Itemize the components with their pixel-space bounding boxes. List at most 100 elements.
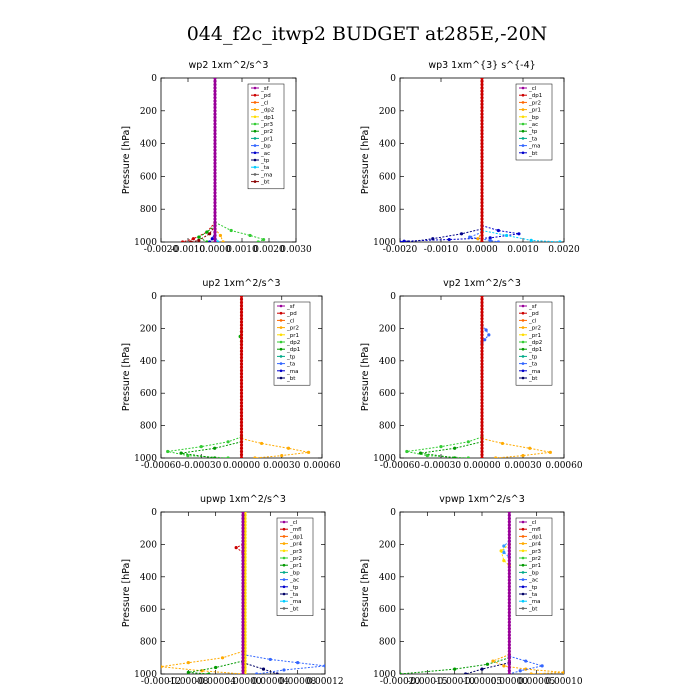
series-point bbox=[213, 237, 217, 241]
series-point bbox=[241, 542, 245, 547]
series-point bbox=[213, 191, 217, 195]
figure-title: 044_f2c_itwp2 BUDGET at285E,-20N bbox=[187, 23, 548, 45]
legend-label: _dp1 bbox=[528, 347, 542, 353]
series-point bbox=[548, 450, 552, 454]
series-point bbox=[213, 158, 217, 162]
series-point bbox=[213, 204, 217, 208]
series-point bbox=[507, 649, 511, 653]
legend-label: _bt bbox=[286, 376, 296, 382]
legend-marker bbox=[521, 122, 525, 126]
series-point bbox=[480, 667, 484, 671]
legend-label: _ta bbox=[528, 592, 537, 598]
legend-label: _dp1 bbox=[528, 93, 542, 99]
series-point bbox=[507, 578, 511, 582]
legend-marker bbox=[521, 362, 525, 365]
series-point bbox=[507, 646, 511, 650]
series-point bbox=[213, 145, 217, 149]
series-point bbox=[507, 546, 511, 550]
series-point bbox=[524, 659, 528, 663]
x-tick-label: 0.00000 bbox=[463, 461, 500, 471]
legend-marker bbox=[279, 355, 283, 358]
series-point bbox=[480, 105, 484, 110]
series-point bbox=[431, 237, 435, 241]
series-point bbox=[507, 562, 511, 566]
series-point bbox=[507, 516, 511, 521]
series-point bbox=[507, 512, 511, 514]
legend-marker bbox=[521, 311, 525, 315]
series-point bbox=[480, 436, 484, 441]
series-point bbox=[480, 453, 484, 457]
legend-label: _pr3 bbox=[289, 549, 303, 555]
series-point bbox=[480, 171, 484, 175]
legend-marker bbox=[279, 319, 283, 322]
legend-label: _cl bbox=[286, 318, 295, 324]
series-point bbox=[241, 669, 245, 673]
x-tick-label: -0.0010 bbox=[424, 245, 459, 255]
legend-label: _dp2 bbox=[286, 340, 300, 346]
legend-label: _bt bbox=[528, 151, 538, 157]
series-point bbox=[213, 184, 217, 188]
series-point bbox=[241, 630, 245, 634]
series-line bbox=[214, 221, 266, 242]
series-point bbox=[239, 417, 244, 421]
y-tick-label: 600 bbox=[140, 172, 157, 182]
series-point bbox=[453, 456, 457, 458]
series-point bbox=[480, 145, 484, 149]
x-tick-label: -0.0020 bbox=[144, 245, 179, 255]
y-tick-label: 200 bbox=[379, 324, 396, 334]
legend-marker bbox=[521, 137, 525, 140]
series-point bbox=[220, 656, 225, 660]
series-point bbox=[480, 102, 484, 106]
series-point bbox=[480, 362, 484, 366]
y-tick-label: 0 bbox=[151, 74, 157, 84]
legend-label: _sf bbox=[260, 86, 270, 92]
series-point bbox=[213, 122, 217, 126]
series-point bbox=[480, 456, 484, 458]
series-point bbox=[480, 368, 484, 373]
legend-marker bbox=[253, 137, 257, 140]
series-point bbox=[507, 597, 511, 602]
series-point bbox=[213, 164, 217, 169]
series-point bbox=[239, 436, 244, 441]
legend-marker bbox=[282, 549, 286, 553]
series-point bbox=[518, 669, 522, 673]
series-point bbox=[491, 659, 495, 663]
legend-label: _pr1 bbox=[528, 108, 541, 114]
y-axis-label: Pressure [hPa] bbox=[121, 126, 132, 194]
series-point bbox=[241, 607, 245, 611]
y-tick-label: 800 bbox=[140, 205, 157, 215]
legend-label: _pr1 bbox=[528, 563, 541, 569]
series-point bbox=[241, 575, 245, 579]
series-point bbox=[323, 664, 325, 668]
legend-label: _pr2 bbox=[289, 556, 302, 562]
legend-marker bbox=[521, 115, 525, 119]
series-line bbox=[182, 221, 216, 242]
x-tick-label: 0.00000 bbox=[224, 677, 261, 687]
series-point bbox=[197, 235, 201, 239]
series-point bbox=[186, 670, 190, 674]
y-tick-label: 800 bbox=[140, 422, 157, 432]
series-point bbox=[241, 656, 245, 660]
x-tick-label: 0.0020 bbox=[548, 245, 580, 255]
series-point bbox=[241, 552, 245, 556]
series-point bbox=[241, 568, 245, 572]
series-point bbox=[480, 449, 484, 454]
series-point bbox=[507, 523, 511, 527]
x-tick-label: -0.0010 bbox=[171, 245, 206, 255]
plot-area bbox=[161, 512, 325, 674]
series-point bbox=[241, 591, 245, 595]
series-point bbox=[480, 132, 484, 136]
series-line bbox=[197, 225, 216, 242]
series-point bbox=[239, 300, 244, 305]
series-point bbox=[241, 549, 245, 553]
legend-label: _dp1 bbox=[289, 534, 303, 540]
series-point bbox=[480, 201, 484, 205]
series-point bbox=[480, 440, 484, 444]
series-point bbox=[296, 661, 300, 665]
series-point bbox=[507, 559, 511, 563]
series-point bbox=[558, 240, 562, 242]
series-point bbox=[239, 388, 244, 392]
series-point bbox=[213, 456, 217, 458]
series-point bbox=[507, 623, 511, 628]
legend-marker bbox=[282, 556, 286, 560]
